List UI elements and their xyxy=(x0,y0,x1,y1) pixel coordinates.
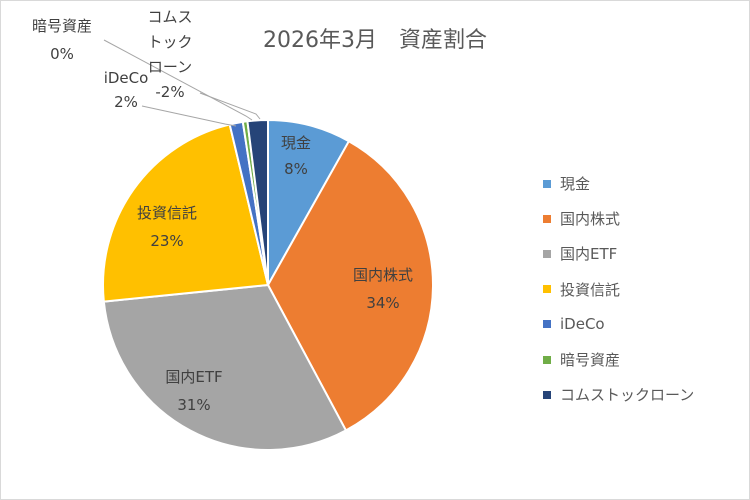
legend-swatch-crypto-assets xyxy=(543,355,551,364)
percent-label-comstock-loan: -2% xyxy=(155,83,184,101)
leader-line-crypto-assets xyxy=(103,39,253,121)
category-label-cash: 現金 xyxy=(281,134,311,152)
category-label-comstock-loan-line3: ローン xyxy=(148,58,192,76)
category-label-comstock-loan-line1: コムス xyxy=(147,8,192,26)
category-label-investment-trusts: 投資信託 xyxy=(137,204,197,222)
chart-title: 2026年3月 資産割合 xyxy=(263,28,487,53)
legend-item-domestic-etf: 国内ETF xyxy=(543,236,694,271)
legend-label-domestic-stocks: 国内株式 xyxy=(560,210,621,229)
leader-line-comstock-loan xyxy=(199,92,261,120)
legend-item-investment-trusts: 投資信託 xyxy=(543,272,694,307)
percent-label-crypto-assets: 0% xyxy=(50,45,74,63)
legend-item-cash: 現金 xyxy=(543,166,694,201)
legend-swatch-cash xyxy=(543,179,551,188)
legend-item-ideco: iDeCo xyxy=(543,307,694,342)
category-label-crypto-assets: 暗号資産 xyxy=(32,17,92,35)
legend-swatch-comstock-loan xyxy=(543,390,551,399)
legend-label-investment-trusts: 投資信託 xyxy=(560,280,621,299)
legend-label-comstock-loan: コムストックローン xyxy=(560,386,695,405)
pie-slice-comstock-loan xyxy=(246,118,269,286)
legend-swatch-domestic-etf xyxy=(543,249,551,258)
leader-lines xyxy=(103,39,261,127)
pie-slice-domestic-etf xyxy=(102,283,348,451)
legend-label-domestic-etf: 国内ETF xyxy=(560,245,618,264)
legend-swatch-domestic-stocks xyxy=(543,214,551,223)
pie-slices xyxy=(102,118,434,451)
legend-item-domestic-stocks: 国内株式 xyxy=(543,201,694,236)
category-label-domestic-etf: 国内ETF xyxy=(165,368,222,386)
leader-line-ideco xyxy=(141,105,237,127)
percent-label-domestic-stocks: 34% xyxy=(366,294,399,312)
pie-slice-investment-trusts xyxy=(102,123,270,303)
category-label-ideco: iDeCo xyxy=(104,69,149,87)
legend-swatch-investment-trusts xyxy=(543,285,551,294)
legend-swatch-ideco xyxy=(543,320,551,329)
percent-label-investment-trusts: 23% xyxy=(150,232,183,250)
legend-label-crypto-assets: 暗号資産 xyxy=(560,351,621,370)
category-label-comstock-loan-line2: トック xyxy=(147,33,192,51)
legend-label-cash: 現金 xyxy=(560,175,591,194)
legend-label-ideco: iDeCo xyxy=(560,315,605,334)
legend: 現金国内株式国内ETF 投資信託 iDeCo 暗号資産コムストックローン xyxy=(543,166,694,412)
data-labels: 現金 8% 国内株式 34% 国内ETF 31% 投資信託 23% iDeCo 2% 暗号資産 0% コ… xyxy=(32,8,413,414)
legend-item-comstock-loan: コムストックローン xyxy=(543,377,694,412)
pie-slice-domestic-stocks xyxy=(266,139,434,432)
percent-label-domestic-etf: 31% xyxy=(177,396,210,414)
percent-label-ideco: 2% xyxy=(114,93,138,111)
category-label-domestic-stocks: 国内株式 xyxy=(353,266,413,284)
percent-label-cash: 8% xyxy=(284,160,308,178)
legend-item-crypto-assets: 暗号資産 xyxy=(543,342,694,377)
